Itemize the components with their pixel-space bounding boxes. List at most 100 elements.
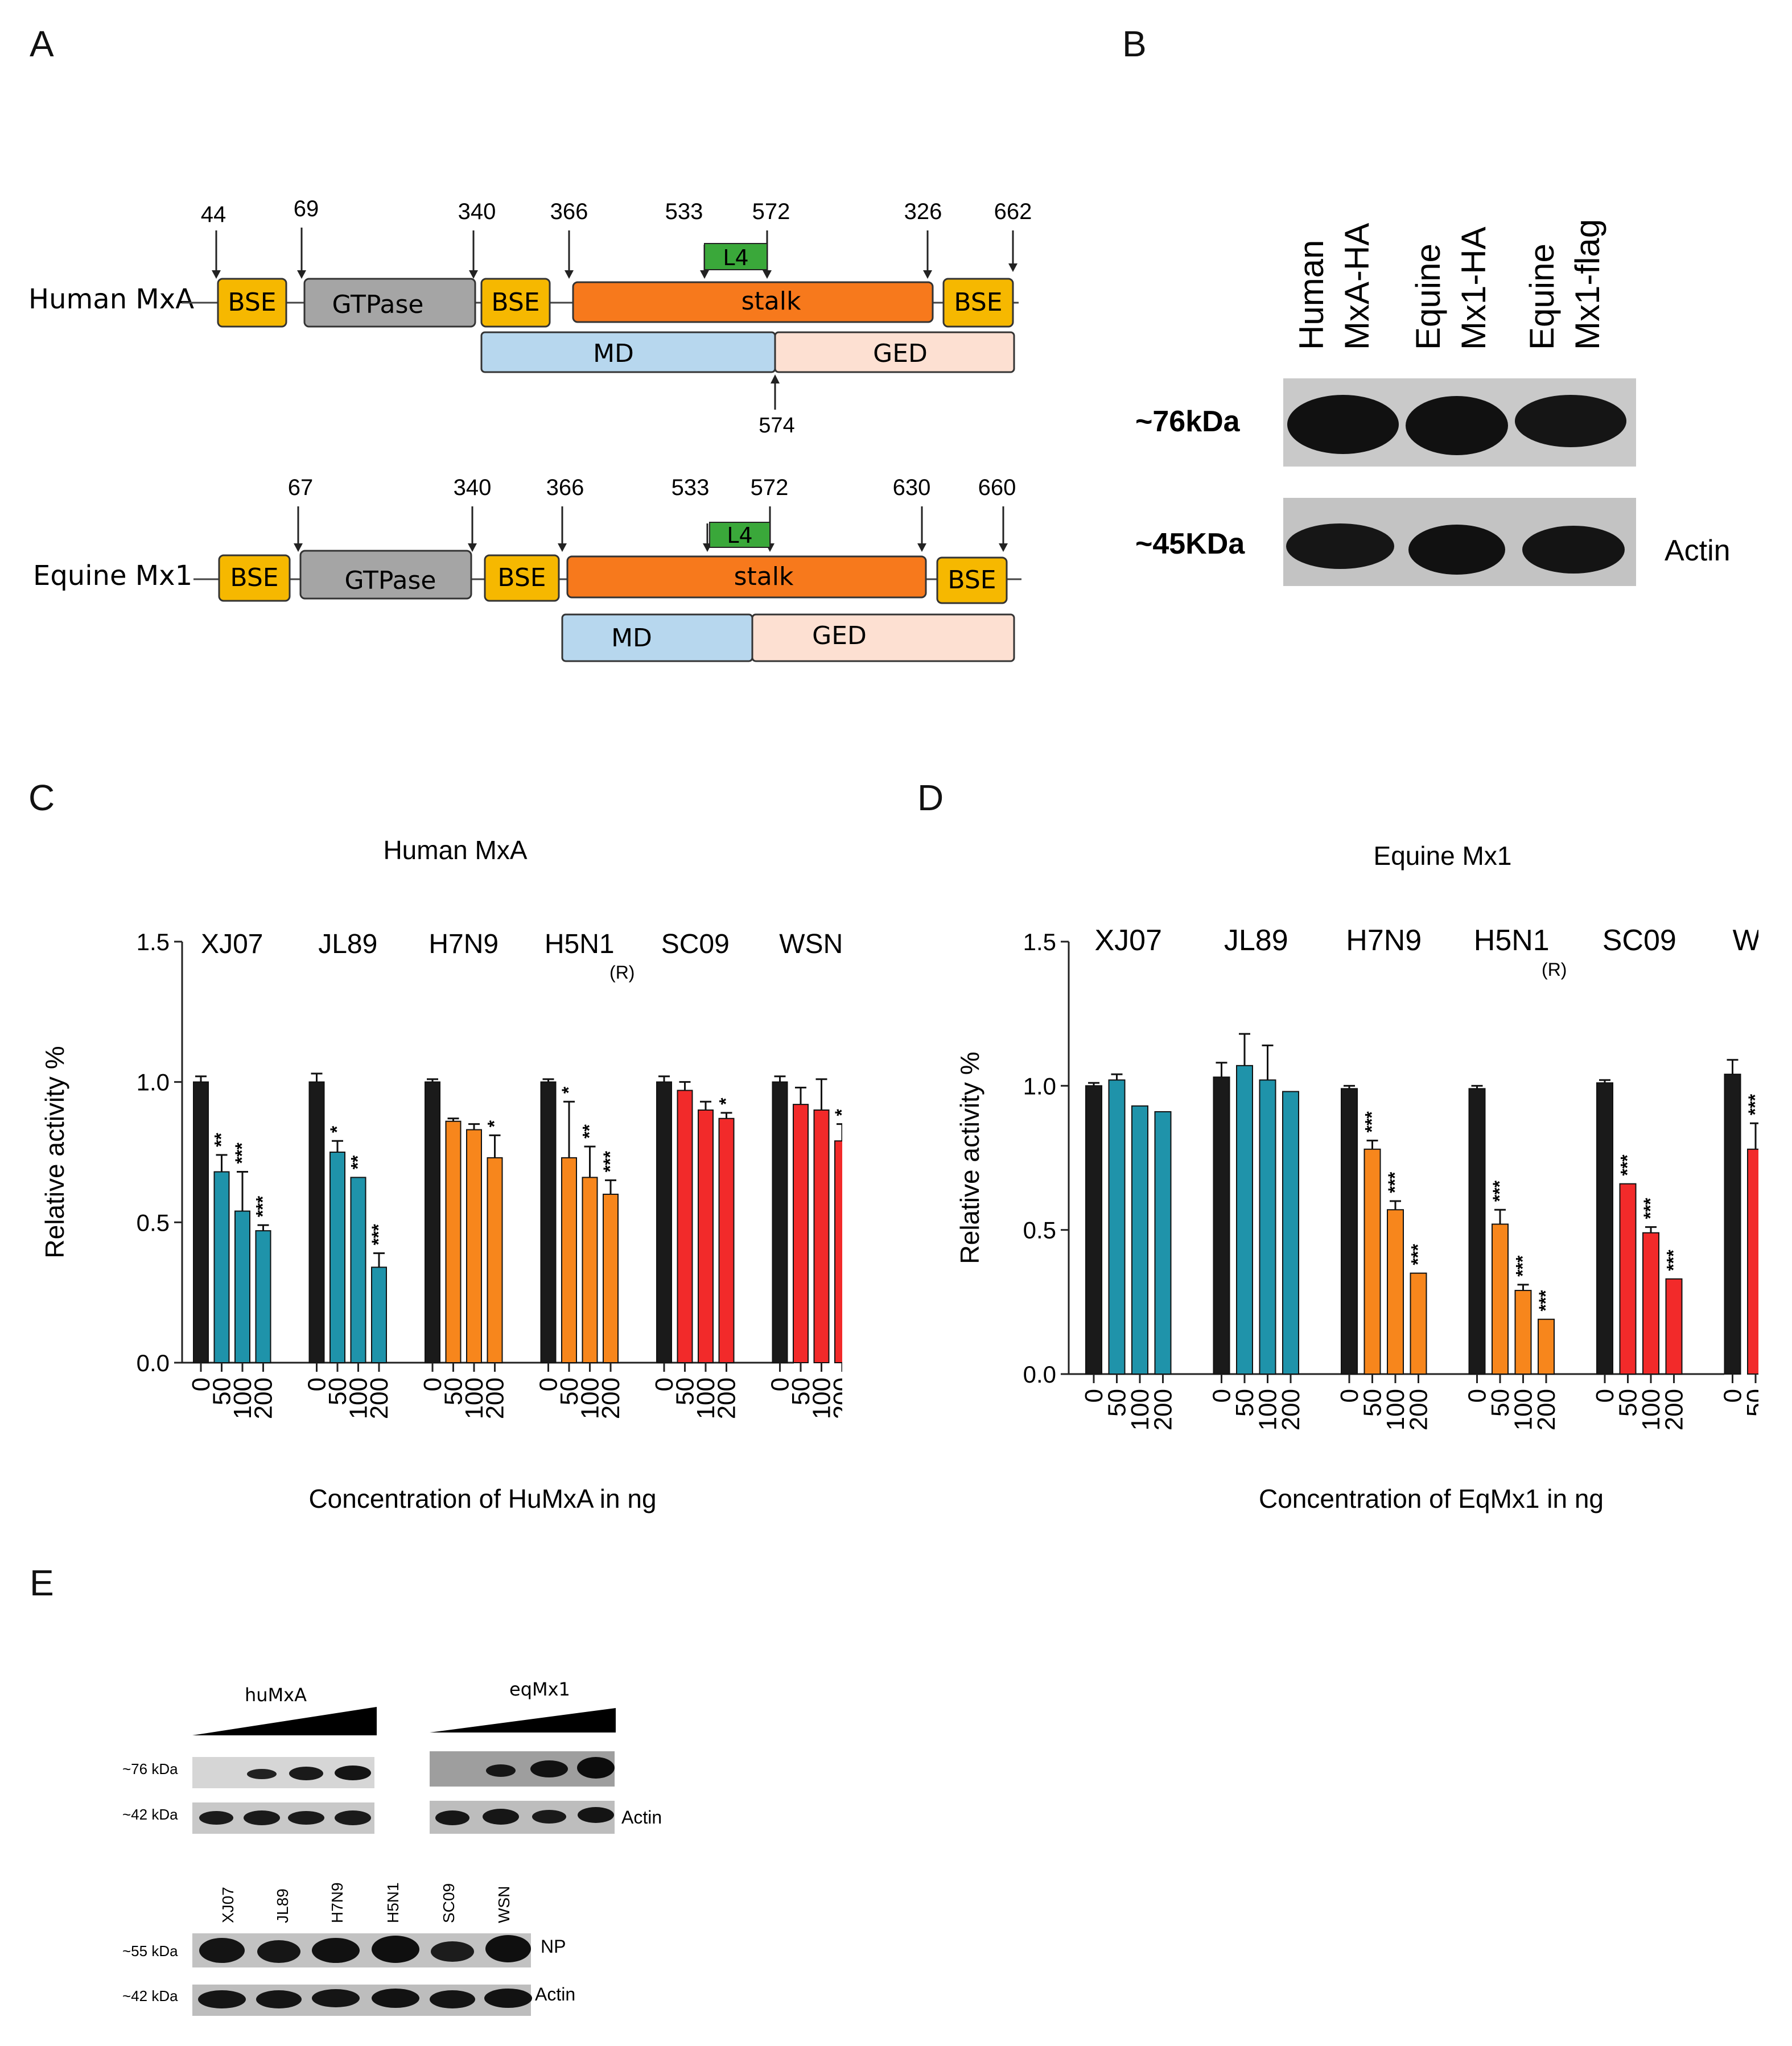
blot-strip bbox=[192, 1933, 531, 1967]
svg-text:BSE: BSE bbox=[228, 288, 276, 317]
bar bbox=[718, 1117, 735, 1363]
band bbox=[312, 1989, 360, 2007]
panel-label-e: E bbox=[30, 1562, 54, 1603]
bar bbox=[445, 1120, 462, 1363]
bar bbox=[1108, 1079, 1126, 1375]
significance-stars: ** bbox=[211, 1132, 232, 1146]
bar bbox=[561, 1157, 577, 1363]
bar bbox=[1085, 1085, 1102, 1375]
bar bbox=[1724, 1074, 1741, 1375]
x-tick-label: 100 bbox=[1254, 1389, 1282, 1430]
panel-b-western-blot: Human MxA-HA Equine Mx1-HA Equine Mx1-fl… bbox=[1135, 219, 1731, 586]
mw-label: ~55 kDa bbox=[122, 1942, 178, 1960]
x-tick-label: 50 bbox=[1486, 1389, 1514, 1417]
x-tick-label: 100 bbox=[808, 1377, 836, 1419]
x-tick-label: 0 bbox=[1591, 1389, 1619, 1402]
actin-label: Actin bbox=[535, 1984, 575, 2004]
significance-stars: *** bbox=[1617, 1154, 1638, 1176]
x-tick-label: 50 bbox=[555, 1377, 583, 1405]
band bbox=[335, 1766, 371, 1780]
svg-text:MD: MD bbox=[593, 339, 634, 368]
bse-domain bbox=[480, 278, 551, 328]
x-tick-label: 100 bbox=[229, 1377, 257, 1419]
bar bbox=[1619, 1183, 1637, 1375]
lane-label: Equine bbox=[1409, 244, 1447, 350]
mw-45: ~45KDa bbox=[1135, 527, 1245, 560]
bar bbox=[1492, 1223, 1509, 1375]
bar bbox=[698, 1109, 714, 1363]
bar bbox=[772, 1081, 788, 1363]
y-axis-label: Relative activity % bbox=[40, 1046, 69, 1258]
x-tick-label: 50 bbox=[1231, 1389, 1259, 1417]
band bbox=[1406, 396, 1508, 455]
significance-stars: *** bbox=[600, 1150, 620, 1172]
significance-stars: *** bbox=[1663, 1249, 1684, 1271]
significance-stars: * bbox=[558, 1086, 579, 1094]
group-sublabel: (R) bbox=[1542, 959, 1567, 980]
mw-label: ~76 kDa bbox=[122, 1760, 178, 1777]
chart-title: Equine Mx1 bbox=[1374, 841, 1512, 871]
panel-e-western-blots: huMxA eqMx1 ~76 kDa ~42 kDa Actin XJ07 J… bbox=[122, 1678, 662, 2016]
tick-label: 69 bbox=[294, 196, 319, 221]
lane-label: Human bbox=[1292, 240, 1330, 350]
x-tick-label: 100 bbox=[460, 1377, 488, 1419]
group-sublabel: (R) bbox=[609, 962, 635, 983]
bar bbox=[1213, 1076, 1230, 1375]
band bbox=[532, 1810, 566, 1824]
bar bbox=[1236, 1065, 1253, 1375]
x-tick-label: 200 bbox=[713, 1377, 741, 1419]
np-label: NP bbox=[541, 1936, 566, 1957]
significance-stars: * bbox=[327, 1125, 347, 1133]
l4-label: L4 bbox=[727, 523, 752, 548]
band bbox=[372, 1936, 419, 1963]
x-tick-label: 100 bbox=[692, 1377, 720, 1419]
bar bbox=[329, 1152, 345, 1363]
svg-text:GED: GED bbox=[812, 621, 867, 650]
group-label: H7N9 bbox=[429, 929, 499, 959]
x-tick-label: 100 bbox=[1637, 1389, 1665, 1430]
tick-label: 574 bbox=[759, 414, 794, 438]
tick-label: 340 bbox=[458, 199, 496, 224]
group-label: XJ07 bbox=[201, 929, 263, 959]
band bbox=[431, 1941, 474, 1962]
group-label: SC09 bbox=[1602, 924, 1676, 957]
bar bbox=[1154, 1111, 1172, 1375]
y-tick-label: 1.5 bbox=[137, 929, 170, 955]
band bbox=[199, 1938, 245, 1963]
x-tick-label: 200 bbox=[365, 1377, 393, 1419]
significance-stars: *** bbox=[1489, 1180, 1510, 1202]
tick-label: 44 bbox=[201, 202, 226, 227]
x-tick-label: 50 bbox=[324, 1377, 352, 1405]
mw-76: ~76kDa bbox=[1135, 405, 1241, 438]
band bbox=[312, 1938, 360, 1963]
x-tick-label: 200 bbox=[829, 1377, 842, 1419]
group-label: WSN bbox=[779, 929, 842, 959]
chart-d: Equine Mx1 0.0 0.5 1.0 1.5 Relative activity … bbox=[955, 841, 1758, 1513]
group-label: SC09 bbox=[661, 929, 730, 959]
x-tick-label: 50 bbox=[440, 1377, 468, 1405]
gradient-wedge bbox=[192, 1707, 377, 1735]
bar bbox=[834, 1140, 842, 1363]
x-tick-label: 0 bbox=[1336, 1389, 1363, 1402]
significance-stars: *** bbox=[1745, 1094, 1758, 1115]
lane-label: Mx1-flag bbox=[1568, 219, 1606, 350]
bar bbox=[582, 1177, 598, 1364]
x-tick-label: 50 bbox=[1742, 1389, 1758, 1417]
panel-label-d: D bbox=[917, 777, 944, 818]
bar bbox=[487, 1157, 503, 1363]
x-tick-label: 0 bbox=[650, 1377, 678, 1391]
human-ticks: 44 69 340 366 533 572 326 662 bbox=[201, 196, 1032, 279]
svg-text:GED: GED bbox=[873, 339, 928, 368]
svg-text:GTPase: GTPase bbox=[332, 290, 424, 319]
band bbox=[1287, 395, 1399, 454]
equine-mx1-diagram: Equine Mx1 67 340 366 533 572 630 660 L4… bbox=[33, 475, 1021, 662]
bar bbox=[466, 1129, 482, 1363]
x-tick-label: 0 bbox=[1719, 1389, 1747, 1402]
band bbox=[198, 1990, 246, 2008]
tick-label: 630 bbox=[893, 475, 931, 500]
y-tick-label: 1.0 bbox=[1023, 1072, 1056, 1099]
group-label: JL89 bbox=[318, 929, 377, 959]
bar bbox=[425, 1081, 440, 1363]
bar bbox=[234, 1210, 250, 1363]
band bbox=[578, 1807, 614, 1823]
